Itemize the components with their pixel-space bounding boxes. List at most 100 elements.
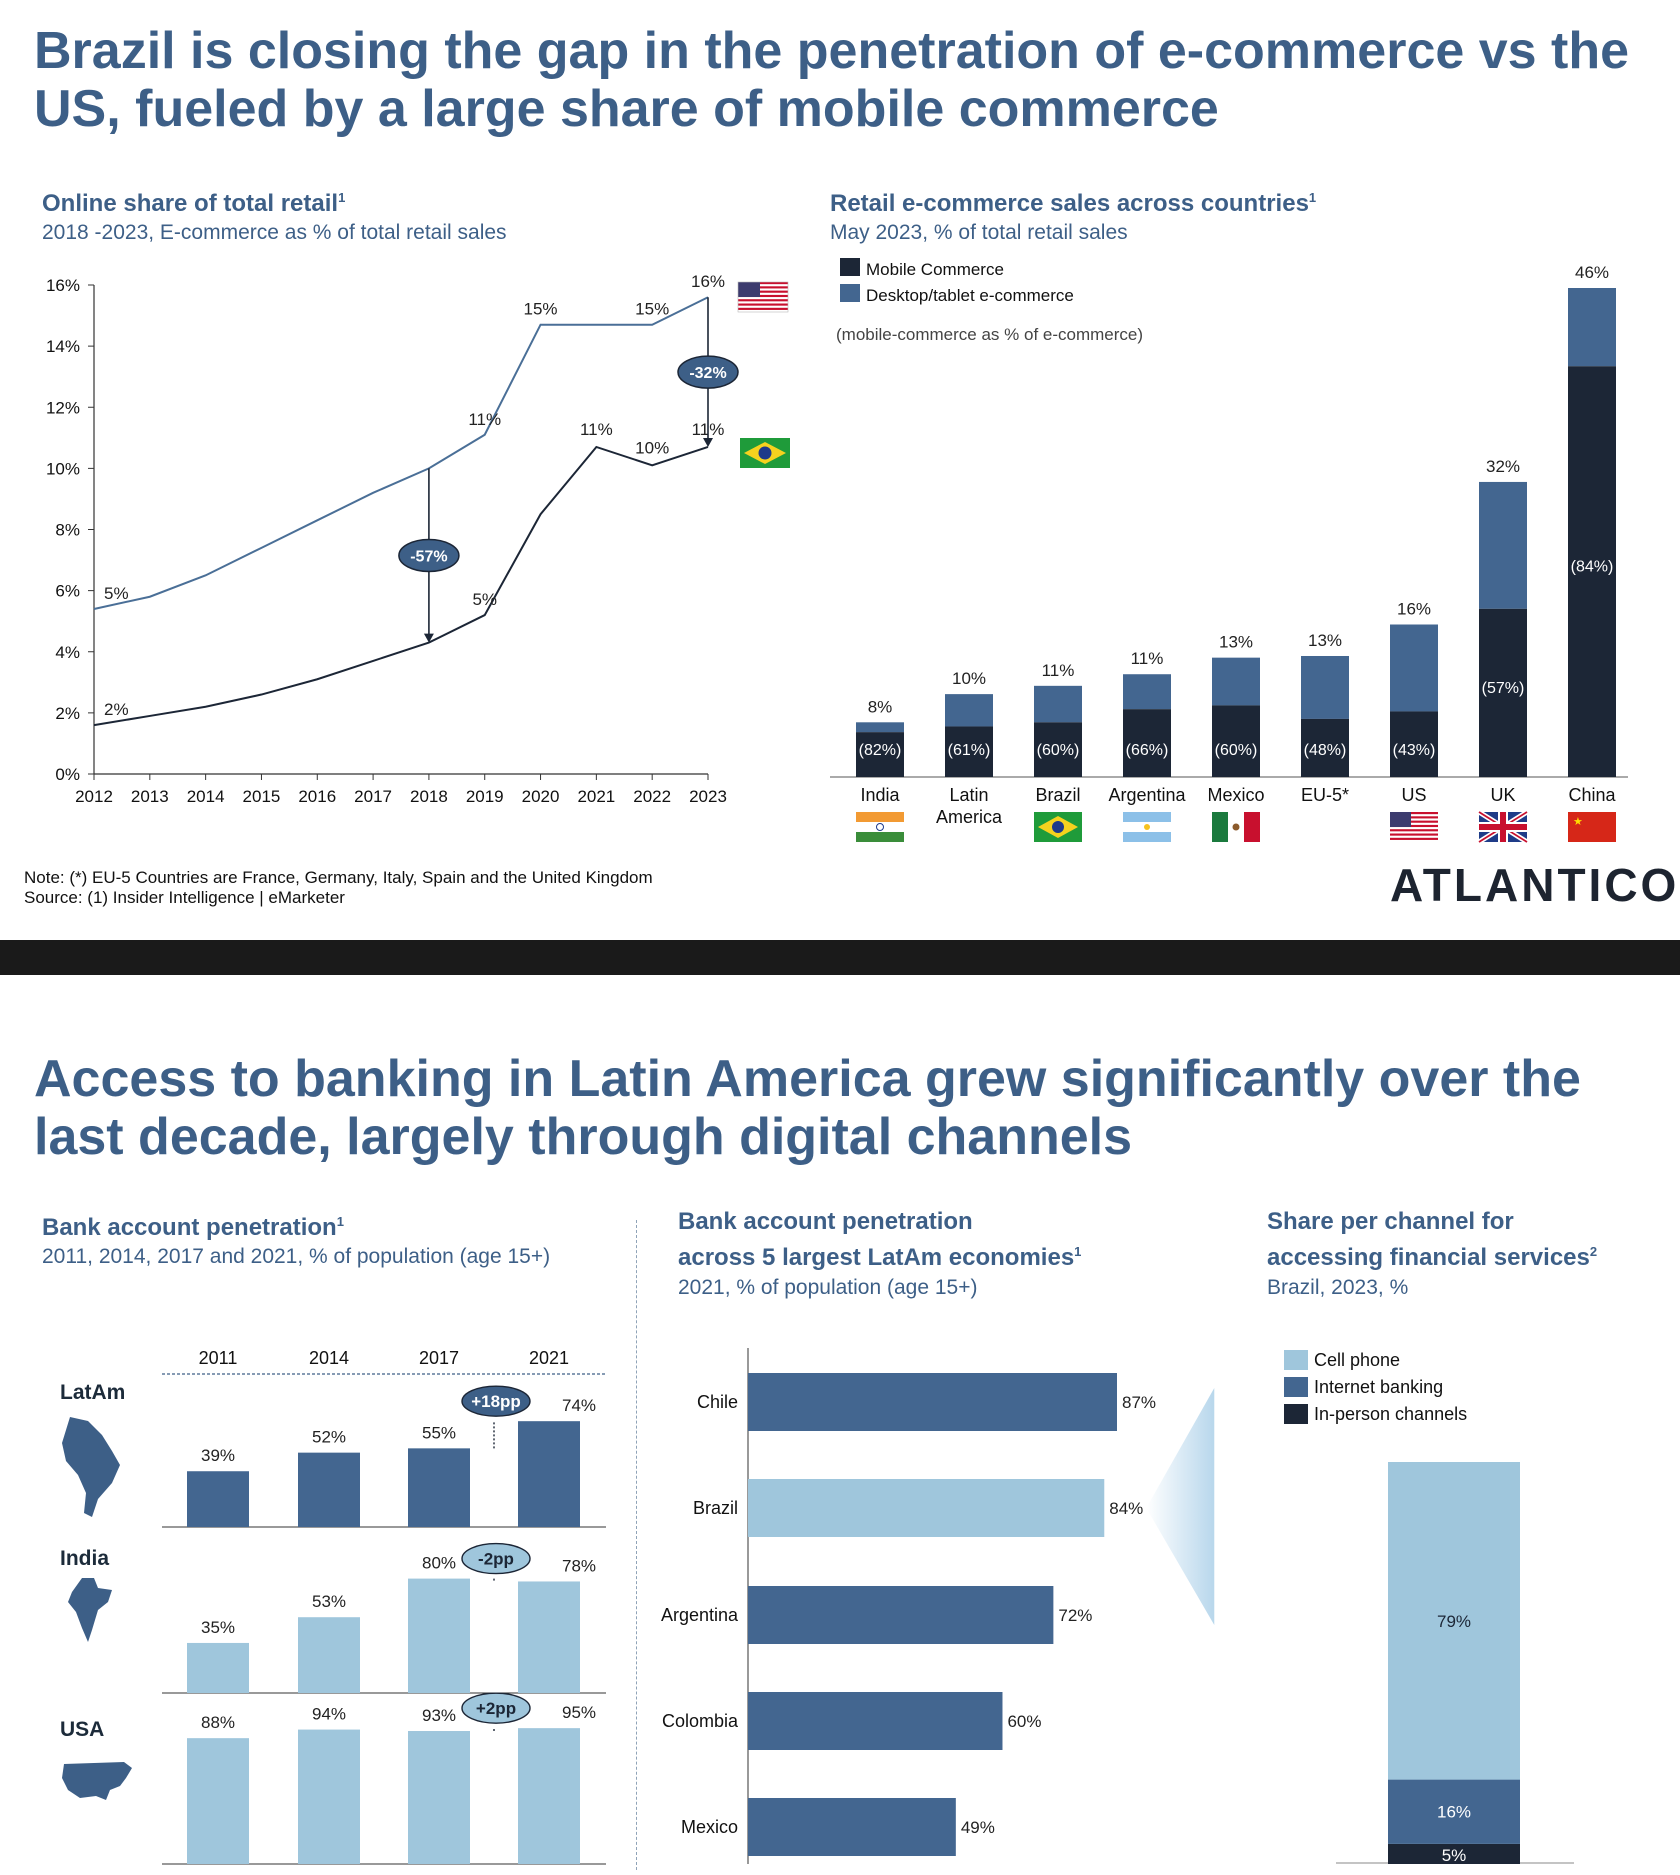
channel-chart-title: Share per channel for accessing financia… — [1267, 1207, 1597, 1273]
bar-total-label: 32% — [1486, 457, 1520, 476]
hbar-value-label: 72% — [1058, 1606, 1092, 1625]
footnote: Note: (*) EU-5 Countries are France, Ger… — [24, 868, 653, 908]
group-bar — [408, 1731, 470, 1864]
group-label: LatAm — [60, 1381, 125, 1404]
point-label: 5% — [104, 584, 129, 603]
line-chart-title-sup: 1 — [338, 190, 346, 205]
bar-mobile — [1034, 722, 1082, 777]
group-bar — [518, 1581, 580, 1693]
bar-desktop — [856, 722, 904, 733]
group-bar-label: 94% — [312, 1705, 346, 1724]
slide1-headline: Brazil is closing the gap in the penetra… — [34, 22, 1630, 138]
series-line-brazil — [93, 445, 709, 727]
hbar-bar — [748, 1692, 1003, 1750]
hbar-bar — [748, 1479, 1105, 1537]
line-chart-title: Online share of total retail1 — [42, 183, 345, 219]
bar-chart-title-sup: 1 — [1308, 190, 1317, 205]
delta-badge — [461, 1692, 531, 1724]
delta-badge-label: -2pp — [478, 1550, 514, 1569]
group-bar — [187, 1738, 249, 1864]
channel-segment-label: 5% — [1442, 1846, 1467, 1865]
note-line: Note: (*) EU-5 Countries are France, Ger… — [24, 868, 653, 887]
year-header: 2011 — [199, 1348, 238, 1368]
bar-mobile — [1568, 366, 1616, 777]
year-header: 2021 — [529, 1348, 569, 1368]
china-flag-star: ★ — [1573, 816, 1583, 828]
bar-mobile — [1301, 718, 1349, 777]
hbar-bar — [748, 1586, 1054, 1644]
channel-share-stacked-chart: Cell phone Internet banking In-person chan… — [1284, 1350, 1574, 1865]
slide2-headline: Access to banking in Latin America grew … — [34, 1050, 1581, 1166]
gap-arrow-head — [703, 437, 713, 447]
group-bar — [298, 1617, 360, 1693]
bar-total-label: 46% — [1575, 263, 1609, 282]
category-label: EU-5* — [1301, 785, 1349, 805]
group-bar-label: 80% — [422, 1554, 456, 1573]
bar-total-label: 16% — [1397, 599, 1431, 618]
delta-badge — [461, 1385, 531, 1417]
slide-ecommerce: Brazil is closing the gap in the penetra… — [24, 22, 1680, 911]
hbar-value-label: 60% — [1007, 1712, 1041, 1731]
point-label: 11% — [468, 410, 501, 429]
series-line-us — [93, 296, 709, 610]
group-chart-title-text: Bank account penetration — [42, 1214, 337, 1241]
bar-desktop — [1123, 674, 1171, 710]
group-bar — [298, 1452, 360, 1527]
group-chart-title: Bank account penetration1 — [42, 1207, 344, 1243]
x-tick-label: 2022 — [633, 787, 671, 806]
y-tick-label: 8% — [55, 521, 80, 540]
bar-mobile-share-label: (57%) — [1482, 680, 1525, 697]
legend-label-desktop: Desktop/tablet e-commerce — [866, 286, 1074, 305]
channel-title-line2-wrap: accessing financial services2 — [1267, 1237, 1597, 1273]
atlantico-logo: ATLANTICO — [1390, 859, 1680, 911]
india-flag-green — [856, 832, 904, 842]
y-tick-label: 14% — [46, 337, 80, 356]
point-label: 16% — [691, 272, 725, 291]
hbar-value-label: 84% — [1109, 1499, 1143, 1518]
bar-mobile — [1479, 608, 1527, 777]
us-flag-stripe — [738, 303, 788, 306]
bar-desktop — [1479, 481, 1527, 609]
group-bar-label: 53% — [312, 1592, 346, 1611]
argentina-flag-sun — [1144, 824, 1150, 830]
hbar-bar — [748, 1373, 1117, 1431]
channel-segment-label: 16% — [1437, 1803, 1471, 1822]
brazil-flag-globe — [1052, 821, 1064, 833]
channel-bar-segment — [1388, 1779, 1520, 1844]
point-label: 2% — [104, 700, 129, 719]
gap-badge — [677, 355, 739, 389]
us-flag-stripe — [1390, 816, 1438, 819]
year-header: 2017 — [419, 1348, 459, 1368]
bar-total-label: 10% — [952, 669, 986, 688]
category-label: Argentina — [1108, 785, 1186, 805]
x-tick-label: 2023 — [689, 787, 727, 806]
category-label: Latin — [949, 785, 988, 805]
group-bar-label: 78% — [562, 1556, 596, 1575]
bar-total-label: 11% — [1042, 661, 1075, 680]
hbar-title-line2-wrap: across 5 largest LatAm economies1 — [678, 1237, 1081, 1273]
y-tick-label: 2% — [55, 704, 80, 723]
us-flag-stripe — [1390, 837, 1438, 840]
us-flag-icon — [737, 281, 789, 313]
group-bar-label: 35% — [201, 1618, 235, 1637]
x-tick-label: 2019 — [466, 787, 504, 806]
legend-swatch-mobile — [840, 258, 860, 276]
x-tick-label: 2014 — [187, 787, 225, 806]
point-label: 10% — [635, 438, 669, 457]
hbar-category-label: Colombia — [662, 1711, 739, 1731]
x-tick-label: 2013 — [131, 787, 169, 806]
bar-mobile-share-label: (82%) — [859, 742, 902, 759]
bar-chart-title-text: Retail e-commerce sales across countries — [830, 190, 1309, 217]
us-flag-stripe — [1390, 812, 1438, 815]
channel-legend-label: In-person channels — [1314, 1404, 1467, 1424]
channel-legend-swatch — [1284, 1350, 1308, 1370]
category-label: US — [1401, 785, 1426, 805]
category-label: India — [860, 785, 900, 805]
channel-bar-segment — [1388, 1462, 1520, 1780]
hbar-category-label: Argentina — [661, 1605, 739, 1625]
bar-mobile-share-label: (61%) — [948, 742, 991, 759]
x-tick-label: 2015 — [243, 787, 281, 806]
year-header: 2014 — [309, 1348, 349, 1368]
bar-mobile — [1123, 709, 1171, 777]
group-bar — [518, 1421, 580, 1527]
